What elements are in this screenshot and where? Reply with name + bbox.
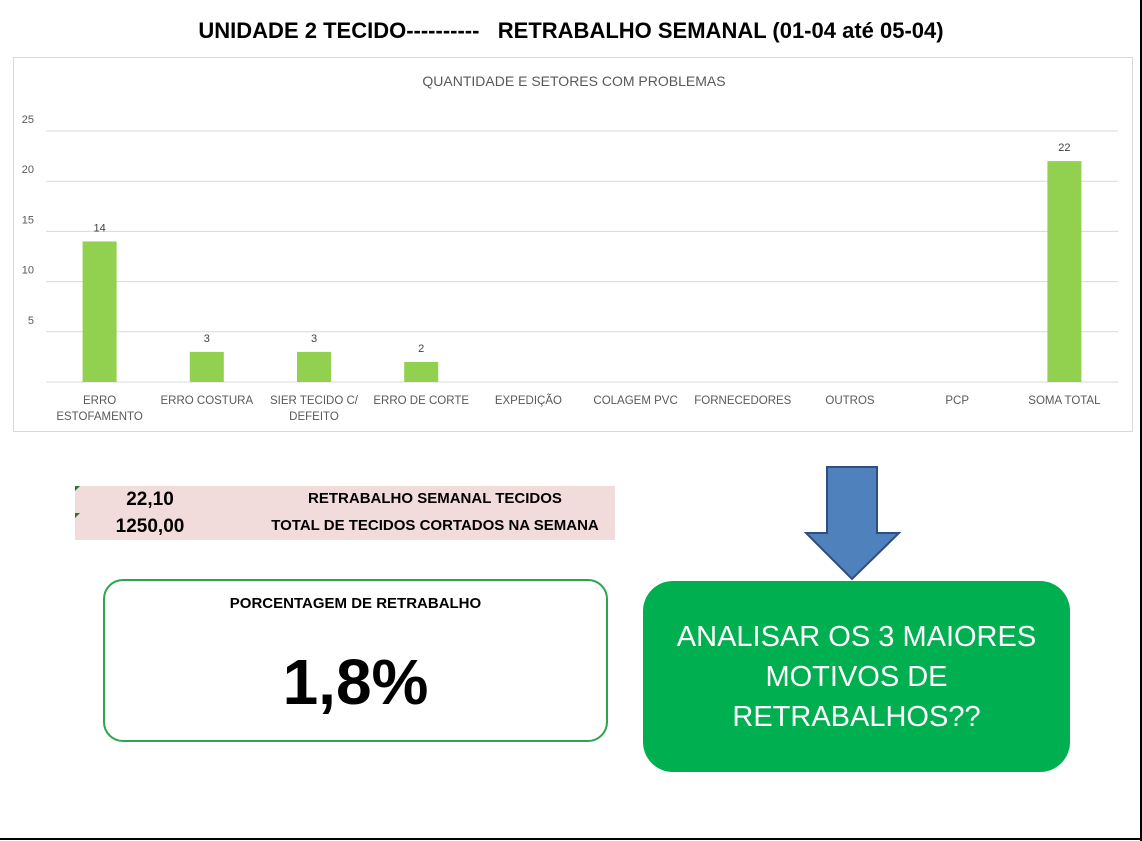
x-tick-label: COLAGEM PVC: [593, 395, 677, 407]
data-label: 3: [204, 333, 210, 345]
chart-area[interactable]: QUANTIDADE E SETORES COM PROBLEMAS 5 10 15…: [13, 57, 1133, 432]
bar-chart: QUANTIDADE E SETORES COM PROBLEMAS 5 10 15…: [22, 73, 1118, 423]
rework-percentage-card: PORCENTAGEM DE RETRABALHO 1,8%: [103, 579, 608, 742]
weekly-rework-label: RETRABALHO SEMANAL TECIDOS: [308, 490, 562, 507]
y-tick-label: 10: [22, 265, 34, 277]
chart-title: QUANTIDADE E SETORES COM PROBLEMAS: [422, 73, 725, 89]
rework-percentage-label: PORCENTAGEM DE RETRABALHO: [229, 595, 482, 612]
bar: [189, 351, 224, 382]
y-tick-label: 20: [22, 164, 34, 176]
summary-table: 22,10 RETRABALHO SEMANAL TECIDOS 1250,00…: [75, 486, 615, 540]
x-tick-label: DEFEITO: [289, 411, 339, 423]
y-tick-label: 25: [22, 114, 34, 126]
data-label: 22: [1058, 142, 1070, 154]
x-tick-label: EXPEDIÇÃO: [495, 394, 562, 407]
data-label: 2: [418, 343, 424, 355]
rework-percentage-value: 1,8%: [282, 646, 429, 718]
bar: [297, 351, 331, 382]
cell-indicator-icon: [75, 513, 80, 518]
total-cut-value: 1250,00: [115, 516, 185, 537]
cell-indicator-icon: [75, 486, 80, 491]
x-tick-label: SOMA TOTAL: [1028, 395, 1101, 407]
y-tick-label: 5: [28, 315, 34, 327]
x-tick-label: OUTROS: [825, 395, 875, 407]
window-border-bottom: [0, 838, 1142, 840]
x-tick-label: ESTOFAMENTO: [56, 411, 143, 423]
page-title: UNIDADE 2 TECIDO---------- RETRABALHO SE…: [198, 18, 944, 43]
x-tick-label: ERRO DE CORTE: [373, 395, 469, 407]
x-tick-label: FORNECEDORES: [694, 395, 791, 407]
arrow-down-icon: [804, 466, 902, 581]
data-label: 14: [93, 222, 105, 234]
data-label: 3: [311, 333, 317, 345]
action-callout-text: ANALISAR OS 3 MAIORES MOTIVOS DE RETRABA…: [676, 620, 1037, 733]
y-tick-label: 15: [22, 214, 34, 226]
action-callout: ANALISAR OS 3 MAIORES MOTIVOS DE RETRABA…: [643, 581, 1070, 772]
bar: [404, 361, 439, 382]
weekly-rework-value: 22,10: [126, 489, 174, 510]
x-tick-label: ERRO: [83, 395, 116, 407]
x-tick-label: PCP: [945, 395, 969, 407]
bar: [82, 241, 117, 382]
bar: [1047, 161, 1082, 382]
total-cut-label: TOTAL DE TECIDOS CORTADOS NA SEMANA: [271, 517, 599, 534]
x-tick-label: ERRO COSTURA: [160, 395, 253, 407]
x-tick-label: SIER TECIDO C/: [270, 395, 359, 407]
window-border-right: [1140, 0, 1142, 841]
